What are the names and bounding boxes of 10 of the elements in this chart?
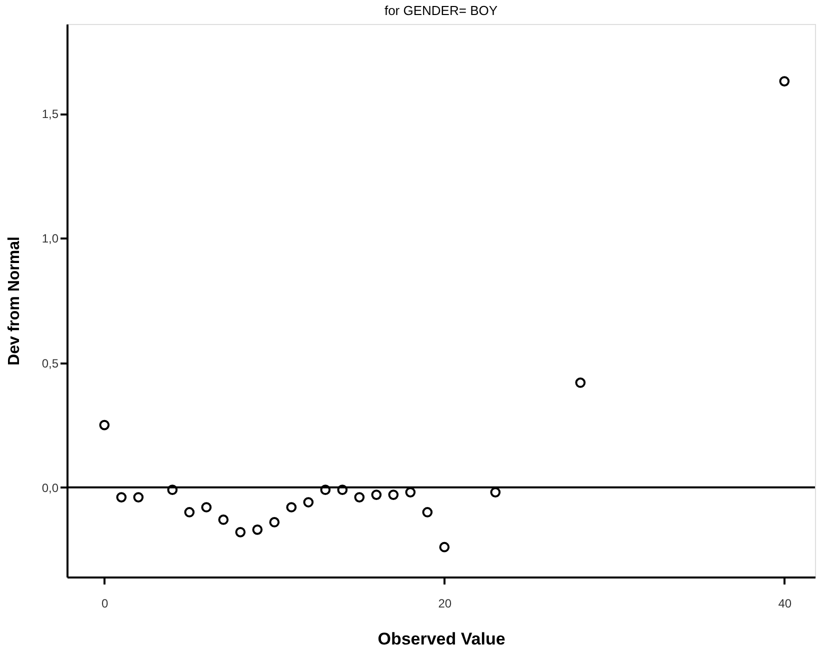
chart-title: for GENDER= BOY: [384, 3, 498, 18]
x-tick-label: 20: [438, 596, 452, 610]
x-tick-label: 40: [778, 596, 792, 610]
y-tick-label: 1,5: [42, 107, 59, 122]
x-axis-title: Observed Value: [378, 630, 506, 648]
y-axis-title: Dev from Normal: [6, 236, 23, 366]
x-tick-label: 0: [102, 596, 109, 610]
y-tick-label: 1,0: [42, 232, 59, 246]
y-tick-label: 0,5: [42, 356, 59, 370]
y-tick-label: 0,0: [42, 480, 59, 495]
